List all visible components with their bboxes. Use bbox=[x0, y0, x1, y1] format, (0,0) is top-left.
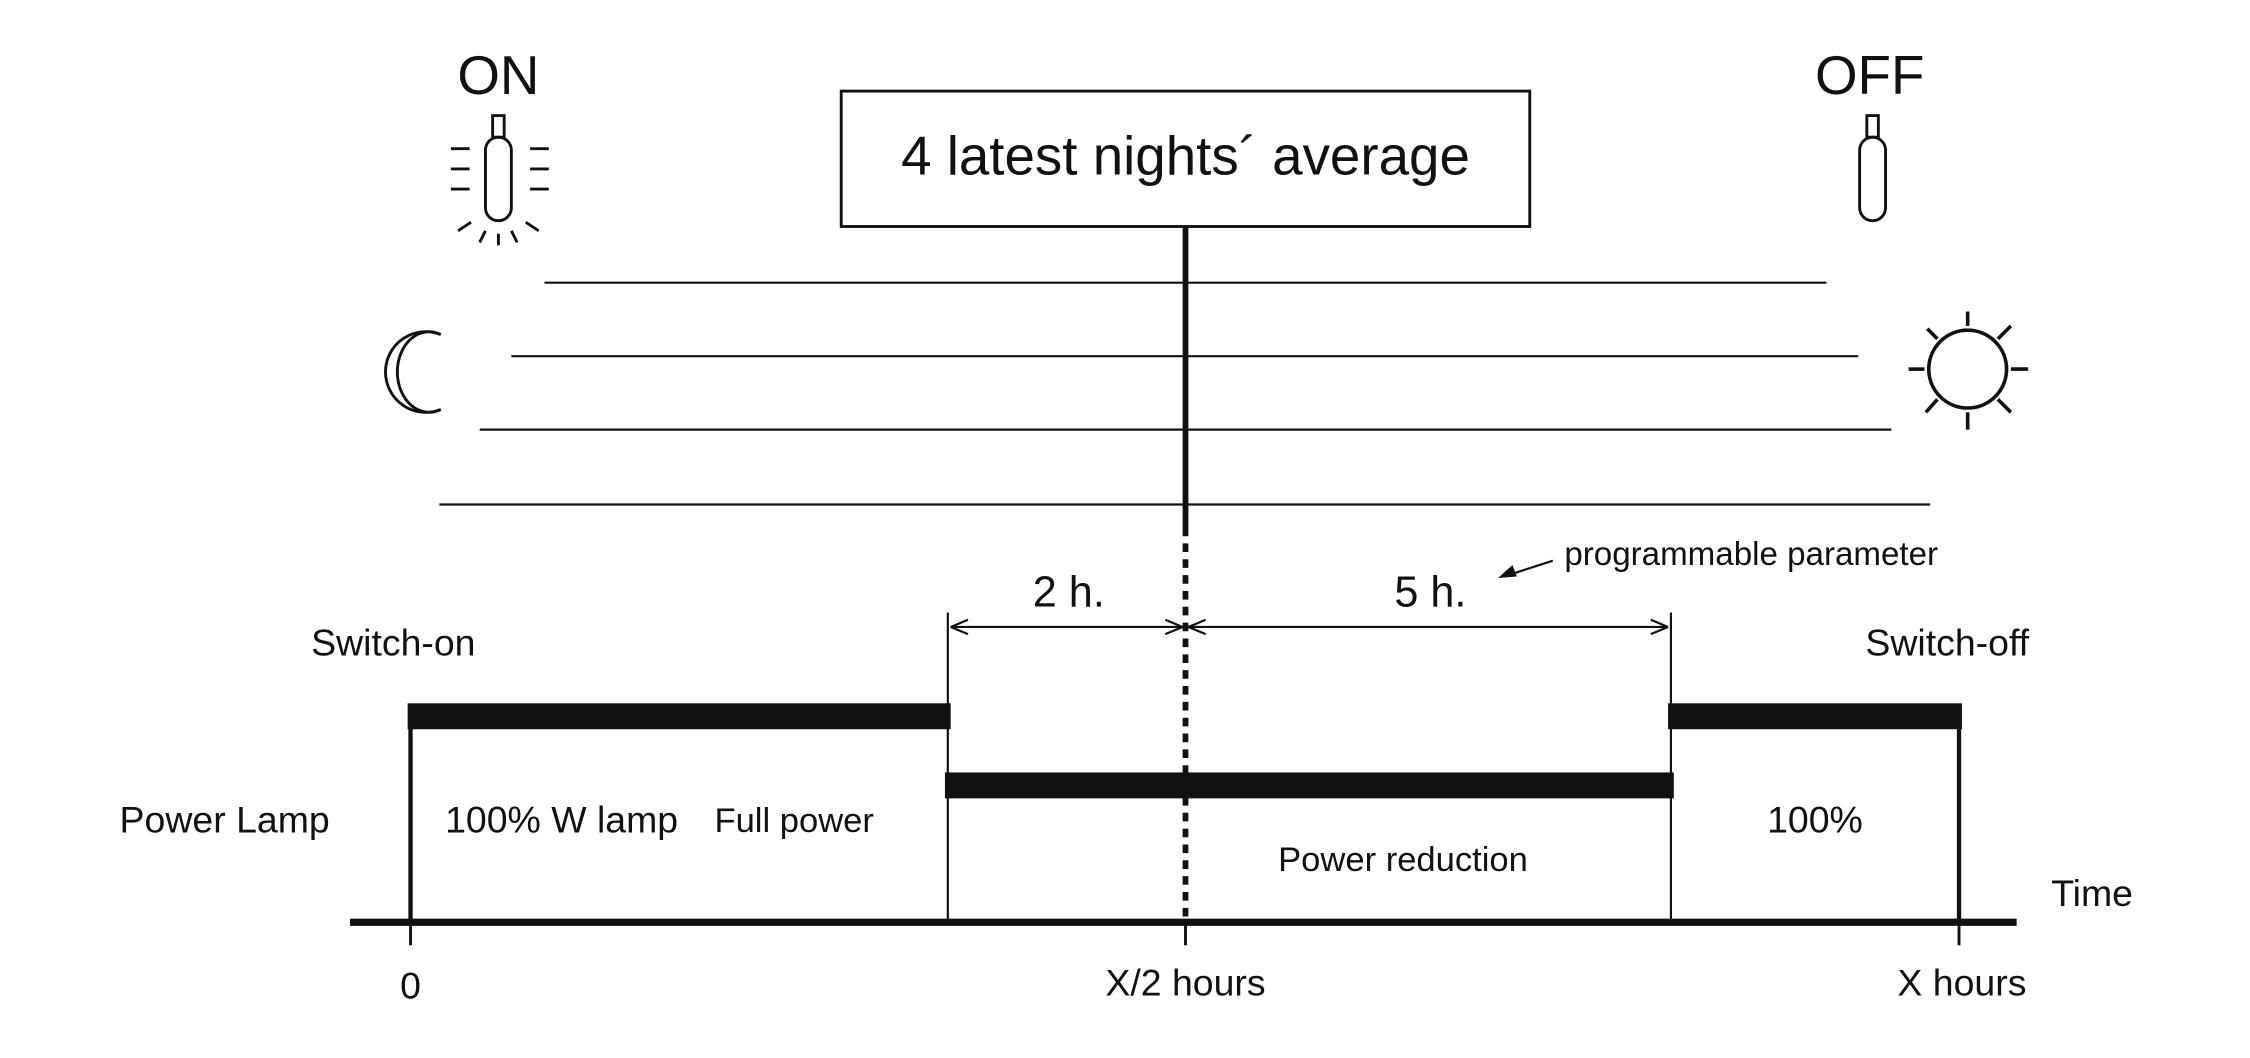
note-label: programmable parameter bbox=[1564, 536, 1938, 573]
bulb-off-icon bbox=[1858, 114, 1888, 223]
axis-label: X hours bbox=[1897, 962, 2026, 1004]
on-label: ON bbox=[457, 44, 539, 106]
dimension-arrows bbox=[950, 559, 1669, 636]
reduction-label: Power reduction bbox=[1278, 841, 1528, 879]
power-reduced-bar bbox=[944, 772, 1674, 799]
axis-label: X/2 hours bbox=[1105, 962, 1265, 1004]
full-pct-label: 100% W lamp bbox=[445, 799, 678, 841]
moon-icon bbox=[384, 330, 442, 414]
switch-on-label: Switch-on bbox=[311, 622, 475, 664]
power-full-bar bbox=[407, 703, 951, 730]
power-full-bar bbox=[1668, 703, 1962, 730]
note-arrowhead bbox=[1498, 565, 1517, 578]
switch-off-label: Switch-off bbox=[1865, 622, 2029, 664]
axis-label: 0 bbox=[400, 964, 421, 1006]
full-power-label: Full power bbox=[714, 802, 873, 840]
drawing bbox=[350, 89, 2029, 946]
after-label: 5 h. bbox=[1394, 569, 1466, 617]
bulb-on-icon bbox=[450, 114, 549, 246]
before-label: 2 h. bbox=[1033, 569, 1105, 617]
time-label: Time bbox=[2051, 872, 2133, 914]
box-label: 4 latest nights´ average bbox=[901, 125, 1470, 187]
off-label: OFF bbox=[1815, 44, 1924, 106]
power-lamp-label: Power Lamp bbox=[120, 799, 330, 841]
end-pct-label: 100% bbox=[1767, 799, 1863, 841]
sun-icon bbox=[1908, 311, 2029, 430]
